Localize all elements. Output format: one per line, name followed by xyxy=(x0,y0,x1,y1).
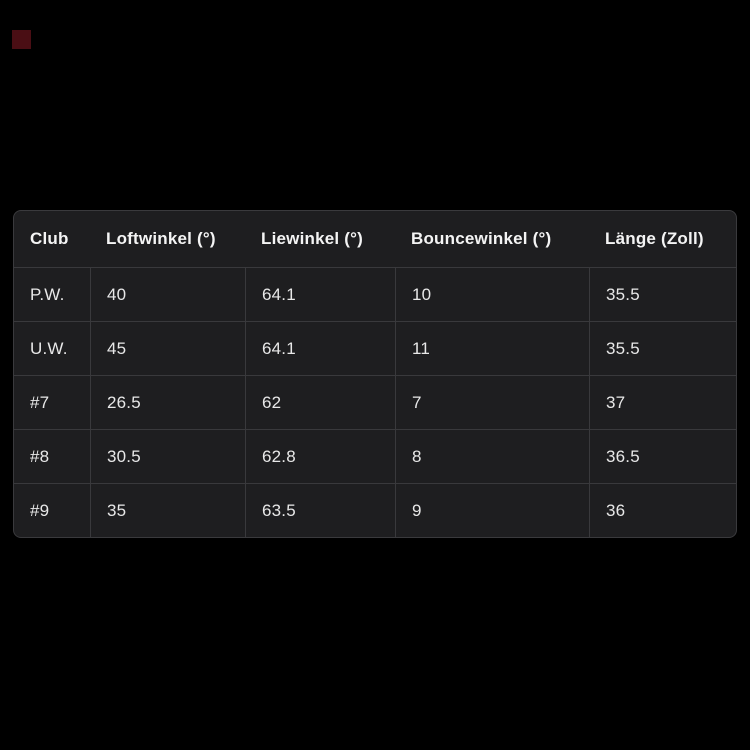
table-cell-lie: 62 xyxy=(245,376,395,429)
table-cell-loft: 40 xyxy=(90,268,245,321)
table-row-uw: U.W. 45 64.1 11 35.5 xyxy=(14,321,736,375)
table-cell-length: 35.5 xyxy=(589,322,736,375)
table-row-8: #8 30.5 62.8 8 36.5 xyxy=(14,429,736,483)
table-cell-bounce: 10 xyxy=(395,268,589,321)
table-cell-bounce: 9 xyxy=(395,484,589,537)
table-cell-loft: 35 xyxy=(90,484,245,537)
table-cell-bounce: 7 xyxy=(395,376,589,429)
table-cell-club: #8 xyxy=(30,446,50,466)
table-header-row: Club Loftwinkel (°) Liewinkel (°) Bounce… xyxy=(14,211,736,268)
table-cell-length: 37 xyxy=(589,376,736,429)
table-cell-loft: 30.5 xyxy=(90,430,245,483)
club-spec-table: Club Loftwinkel (°) Liewinkel (°) Bounce… xyxy=(13,210,737,538)
table-cell-lie: 64.1 xyxy=(245,322,395,375)
table-row-7: #7 26.5 62 7 37 xyxy=(14,375,736,429)
table-cell-bounce: 8 xyxy=(395,430,589,483)
table-cell-club: P.W. xyxy=(30,284,65,304)
table-row-9: #9 35 63.5 9 36 xyxy=(14,483,736,537)
table-cell-length: 35.5 xyxy=(589,268,736,321)
table-cell-bounce: 11 xyxy=(395,322,589,375)
table-row-pw: P.W. 40 64.1 10 35.5 xyxy=(14,268,736,321)
table-cell-loft: 26.5 xyxy=(90,376,245,429)
table-cell-length: 36 xyxy=(589,484,736,537)
table-cell-length: 36.5 xyxy=(589,430,736,483)
column-header-club: Club xyxy=(30,229,69,248)
table-cell-club: #9 xyxy=(30,500,50,520)
column-header-liewinkel: Liewinkel (°) xyxy=(261,229,363,248)
table-cell-club: #7 xyxy=(30,392,50,412)
table-cell-club: U.W. xyxy=(30,338,68,358)
column-header-bouncewinkel: Bouncewinkel (°) xyxy=(411,229,552,248)
table-cell-lie: 62.8 xyxy=(245,430,395,483)
red-accent-mark xyxy=(12,30,31,49)
table-cell-loft: 45 xyxy=(90,322,245,375)
table-cell-lie: 64.1 xyxy=(245,268,395,321)
table-cell-lie: 63.5 xyxy=(245,484,395,537)
column-header-laenge: Länge (Zoll) xyxy=(605,229,704,248)
column-header-loftwinkel: Loftwinkel (°) xyxy=(106,229,216,248)
